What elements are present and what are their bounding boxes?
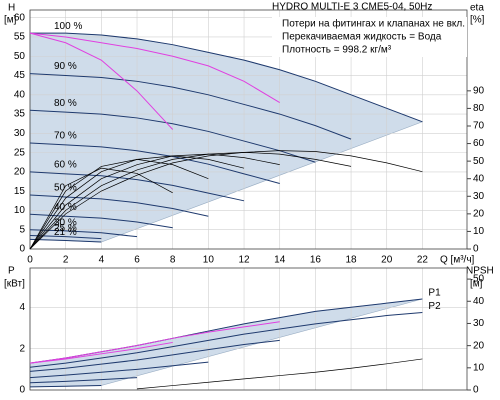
y2-tick-label: 50 [473, 156, 485, 167]
x-tick-label: 20 [381, 255, 393, 266]
y-tick-label: 0 [19, 244, 25, 255]
curve-label: 30 % [54, 217, 77, 228]
curve [29, 229, 138, 238]
curve [29, 341, 173, 364]
curve [29, 150, 423, 250]
curve-label: P1 [428, 288, 441, 299]
y2-tick-label: 10 [473, 362, 485, 373]
x-tick-label: 2 [63, 255, 69, 266]
curve [136, 358, 423, 390]
chart-title: HYDRO MULTI-E 3 CME5-04, 50Hz [272, 2, 432, 13]
annotation: Потери на фитингах и клапанах не вкл. [282, 18, 465, 30]
y-axis-label: [м] [4, 15, 17, 26]
curve [29, 73, 352, 140]
y-tick-label: 35 [14, 109, 26, 120]
x-tick-label: 22 [417, 255, 429, 266]
y2-tick-label: 90 [473, 85, 485, 96]
y2-tick-label: 0 [473, 385, 479, 396]
curve [29, 142, 280, 184]
curve [29, 311, 423, 368]
y2-axis-label: NPSH [466, 266, 494, 277]
curve-label: 90 % [54, 61, 77, 72]
curve [29, 238, 102, 243]
y2-tick-label: 30 [473, 318, 485, 329]
curve-label: P2 [428, 301, 441, 312]
x-tick-label: 4 [99, 255, 105, 266]
y-tick-label: 5 [19, 224, 25, 235]
curve-label: 21 % [54, 227, 77, 238]
curve [29, 109, 316, 163]
y2-tick-label: 20 [473, 208, 485, 219]
x-tick-label: 8 [170, 255, 176, 266]
y2-tick-label: 0 [473, 244, 479, 255]
curve-label: 80 % [54, 98, 77, 109]
y2-tick-label: 50 [473, 274, 485, 285]
y-tick-label: 20 [14, 167, 26, 178]
curve-label: 25 % [54, 223, 77, 234]
y2-tick-label: 40 [473, 296, 485, 307]
annotation-box [272, 17, 467, 57]
x-tick-label: 16 [310, 255, 322, 266]
curve-label: 70 % [54, 131, 77, 142]
y2-tick-label: 80 [473, 103, 485, 114]
y2-tick-label: 70 [473, 121, 485, 132]
annotation: Плотность = 998.2 кг/м³ [282, 45, 392, 56]
curve-label: 40 % [54, 202, 77, 213]
x-tick-label: 0 [27, 255, 33, 266]
y2-tick-label: 40 [473, 173, 485, 184]
x-tick-label: 6 [134, 255, 140, 266]
x-tick-label: 14 [274, 255, 286, 266]
y2-axis-label: eta [470, 3, 484, 14]
y-tick-label: 0 [19, 385, 25, 396]
y-tick-label: 60 [14, 12, 26, 23]
curve [29, 171, 245, 202]
y-tick-label: 30 [14, 128, 26, 139]
y-axis-label: P [8, 266, 15, 277]
y-tick-label: 45 [14, 70, 26, 81]
curve-label: 50 % [54, 183, 77, 194]
curve-label: 60 % [54, 160, 77, 171]
x-tick-label: 10 [203, 255, 215, 266]
y-axis-label: H [8, 3, 15, 14]
x-axis-label: Q [м³/ч] [440, 255, 475, 266]
y-tick-label: 4 [19, 302, 25, 313]
curve [29, 384, 102, 388]
x-tick-label: 12 [238, 255, 250, 266]
y-axis-label: [кВт] [4, 279, 25, 290]
curve [30, 32, 423, 123]
y-tick-label: 55 [14, 32, 26, 43]
annotation: Перекачиваемая жидкость = Вода [282, 32, 442, 43]
y-tick-label: 15 [14, 186, 26, 197]
y-tick-label: 40 [14, 89, 26, 100]
curve-label: 100 % [54, 21, 82, 32]
plot-frame [29, 9, 468, 250]
y2-tick-label: 10 [473, 226, 485, 237]
y-tick-label: 10 [14, 205, 26, 216]
curve [29, 321, 280, 364]
curve [29, 151, 352, 250]
curve [29, 377, 138, 384]
plot-frame [29, 267, 468, 391]
y2-axis-label: [%] [470, 15, 485, 26]
y2-axis-label: [м] [470, 279, 483, 290]
y2-tick-label: 30 [473, 191, 485, 202]
curve [29, 159, 209, 250]
curve [29, 167, 173, 250]
curve [29, 32, 174, 130]
y2-tick-label: 60 [473, 138, 485, 149]
y2-tick-label: 20 [473, 340, 485, 351]
curve [29, 153, 280, 250]
curve [29, 339, 280, 372]
x-tick-label: 18 [345, 255, 357, 266]
curve [29, 32, 280, 103]
y-tick-label: 2 [19, 343, 25, 354]
y-tick-label: 25 [14, 147, 26, 158]
y-tick-label: 50 [14, 51, 26, 62]
curve [29, 361, 209, 379]
